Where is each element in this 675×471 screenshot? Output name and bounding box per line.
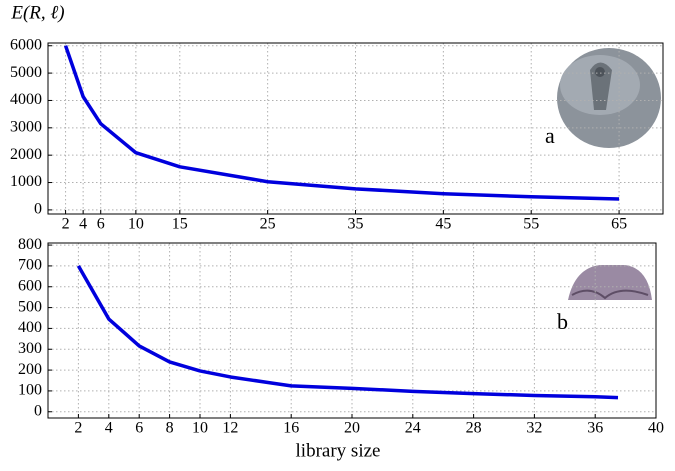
y-tick-label: 4000: [10, 91, 42, 108]
y-axis-label: E(R, ℓ): [10, 2, 64, 23]
x-tick-label: 25: [260, 216, 276, 233]
annotation: a: [545, 123, 555, 148]
y-tick-label: 800: [18, 236, 42, 253]
x-tick-label: 6: [97, 216, 105, 233]
y-tick-label: 200: [18, 361, 42, 378]
data-line: [76, 265, 619, 400]
x-tick-label: 2: [74, 420, 82, 437]
y-tick-label: 1000: [10, 173, 42, 190]
x-tick-label: 35: [348, 216, 364, 233]
x-tick-label: 20: [344, 420, 360, 437]
y-tick-label: 6000: [10, 36, 42, 53]
y-tick-label: 600: [18, 277, 42, 294]
x-tick-label: 28: [466, 420, 482, 437]
x-tick-label: 16: [283, 420, 299, 437]
y-tick-label: 300: [18, 340, 42, 357]
x-tick-label: 55: [523, 216, 539, 233]
y-tick-label: 2000: [10, 146, 42, 163]
x-tick-label: 45: [435, 216, 451, 233]
x-tick-label: 36: [587, 420, 603, 437]
x-tick-label: 40: [648, 420, 664, 437]
x-tick-label: 12: [222, 420, 238, 437]
x-tick-label: 2: [62, 216, 70, 233]
y-tick-label: 5000: [10, 64, 42, 81]
x-tick-label: 65: [611, 216, 627, 233]
plot-frame: [47, 42, 664, 215]
y-tick-label: 100: [18, 382, 42, 399]
y-tick-label: 3000: [10, 118, 42, 135]
x-tick-label: 4: [79, 216, 87, 233]
data-line: [63, 45, 620, 201]
y-tick-label: 500: [18, 298, 42, 315]
x-tick-label: 32: [526, 420, 542, 437]
x-tick-label: 8: [166, 420, 174, 437]
y-tick-label: 400: [18, 319, 42, 336]
x-tick-label: 10: [192, 420, 208, 437]
plot-frame: [47, 242, 657, 419]
annotation: b: [557, 309, 568, 334]
y-tick-label: 0: [34, 402, 42, 419]
x-tick-label: 10: [128, 216, 144, 233]
x-tick-label: 24: [405, 420, 421, 437]
face-render-b: [568, 265, 652, 300]
y-tick-label: 700: [18, 257, 42, 274]
face-render-a: [557, 48, 661, 148]
x-axis-label: library size: [296, 440, 381, 461]
x-tick-label: 4: [105, 420, 113, 437]
y-tick-label: 0: [34, 201, 42, 218]
x-tick-label: 15: [172, 216, 188, 233]
x-tick-label: 6: [135, 420, 143, 437]
